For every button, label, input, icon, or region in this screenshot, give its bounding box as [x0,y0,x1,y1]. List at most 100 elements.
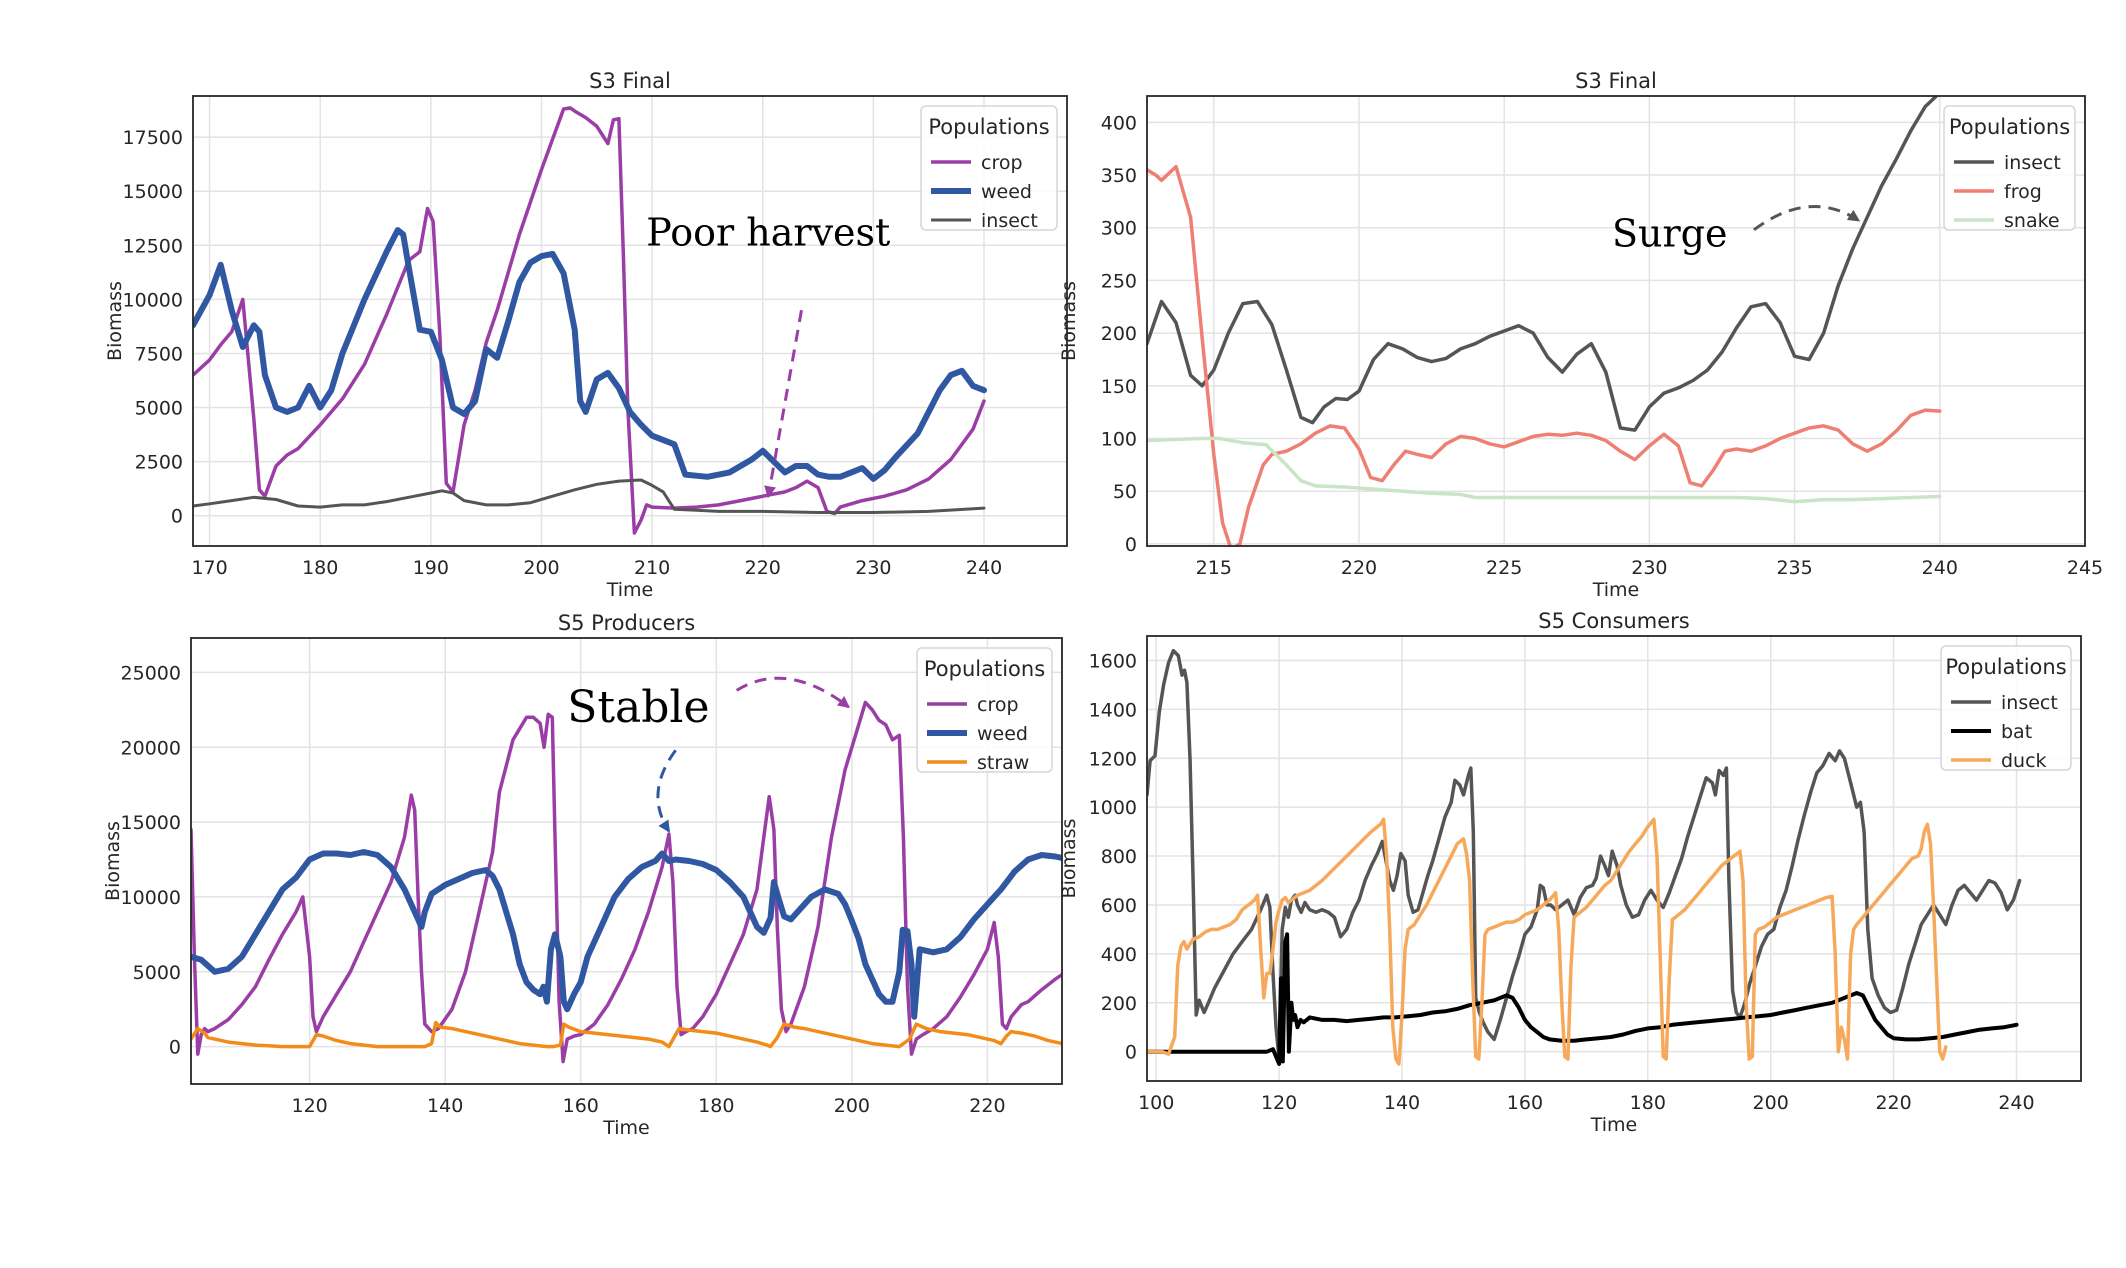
x-tick-label: 160 [563,1095,599,1117]
legend-entry-snake: snake [2004,210,2060,232]
annotation-text: Stable [567,682,709,733]
x-tick-label: 230 [855,557,891,579]
chart-panel-3: 120 140 160 180 200 220 0 5000 10000 15000 20000 25… [102,611,1063,1139]
y-tick-label: 200 [1101,993,1137,1015]
y-tick-label: 0 [1125,534,1137,556]
x-tick-label: 230 [1631,557,1667,579]
y-tick-label: 600 [1101,895,1137,917]
plot-frame [190,637,1063,1085]
y-tick-label: 5000 [135,398,183,420]
x-tick-label: 160 [1507,1092,1543,1114]
y-axis-label: Biomass [1058,819,1080,899]
x-tick-label: 200 [834,1095,870,1117]
annotation-arrow [656,749,677,833]
x-tick-label: 200 [523,557,559,579]
x-tick-label: 120 [291,1095,327,1117]
chart-panel-2: 215 220 225 230 235 240 245 0 50 100 150 200 250 300 3… [1058,69,2103,601]
x-tick-label: 140 [1384,1092,1420,1114]
y-tick-label: 12500 [123,235,183,257]
x-tick-label: 240 [1998,1092,2034,1114]
series-line-crop [191,700,1062,1064]
x-tick-label: 220 [969,1095,1005,1117]
y-tick-label: 100 [1101,429,1137,451]
series-group [191,700,1062,1064]
y-axis-label: Biomass [104,281,126,361]
x-tick-label: 170 [191,557,227,579]
legend-entry-duck: duck [2001,750,2047,772]
annotation-arrow [735,676,851,709]
x-tick-label: 180 [302,557,338,579]
y-tick-label: 400 [1101,944,1137,966]
chart-panel-1: 170 180 190 200 210 220 230 240 0 2500 5000 7500 100… [104,69,1068,601]
x-axis-label: Time [606,579,654,601]
x-tick-label: 190 [413,557,449,579]
legend: Populations crop weed straw [916,647,1053,774]
y-tick-label: 25000 [121,662,181,684]
chart-panel-4: 100 120 140 160 180 200 220 240 0 200 400 600 800 100… [1058,609,2082,1136]
x-axis-label: Time [1592,579,1640,601]
x-tick-label: 210 [634,557,670,579]
series-line-snake [1147,436,1942,504]
x-axis-label: Time [1590,1114,1638,1136]
series-line-straw [191,1020,1062,1049]
legend-entry-crop: crop [981,152,1023,174]
y-tick-label: 800 [1101,846,1137,868]
legend-entry-crop: crop [977,694,1019,716]
series-line-insect [193,478,986,514]
x-tick-label: 245 [2067,557,2103,579]
x-tick-label: 220 [1341,557,1377,579]
y-axis-label: Biomass [1058,281,1080,361]
y-tick-label: 250 [1101,270,1137,292]
plot-frame [1146,95,2086,547]
annotation-arrow [1753,205,1861,232]
legend-title: Populations [924,657,1045,681]
x-tick-label: 100 [1138,1092,1174,1114]
x-tick-label: 220 [1875,1092,1911,1114]
x-tick-label: 225 [1486,557,1522,579]
y-tick-label: 400 [1101,112,1137,134]
y-tick-label: 350 [1101,165,1137,187]
y-tick-label: 2500 [135,452,183,474]
x-tick-label: 240 [1922,557,1958,579]
legend-entry-insect: insect [981,210,1038,232]
y-axis-label: Biomass [102,821,124,901]
series-line-insect [1147,96,1939,432]
legend-entry-insect: insect [2004,152,2061,174]
y-tick-label: 15000 [121,812,181,834]
legend: Populations insect frog snake [1943,105,2076,232]
legend-box [920,105,1058,231]
series-line-frog [1147,164,1942,546]
x-tick-label: 120 [1261,1092,1297,1114]
series-group [193,106,987,535]
legend-title: Populations [928,115,1049,139]
series-line-duck [1147,817,1948,1066]
x-tick-label: 215 [1196,557,1232,579]
series-line-weed [191,849,1062,1020]
y-tick-label: 1600 [1089,650,1137,672]
annotation-text: Poor harvest [646,210,890,254]
chart-title: S5 Consumers [1538,609,1689,633]
series-line-weed [193,227,987,482]
x-axis-label: Time [602,1117,650,1139]
x-tick-label: 220 [745,557,781,579]
y-tick-label: 50 [1113,481,1137,503]
y-tick-label: 0 [171,506,183,528]
y-tick-label: 17500 [123,127,183,149]
y-tick-label: 20000 [121,737,181,759]
series-group [1147,96,1942,546]
x-tick-label: 180 [698,1095,734,1117]
y-tick-label: 1200 [1089,748,1137,770]
y-tick-label: 10000 [123,289,183,311]
legend-box [1943,105,2076,231]
chart-title: S3 Final [589,69,671,93]
chart-title: S3 Final [1575,69,1657,93]
legend-entry-weed: weed [977,723,1028,745]
legend-title: Populations [1945,655,2066,679]
legend-entry-straw: straw [977,752,1029,774]
y-tick-label: 7500 [135,343,183,365]
x-tick-label: 180 [1630,1092,1666,1114]
y-tick-label: 5000 [133,962,181,984]
legend-entry-bat: bat [2001,721,2032,743]
plot-frame [1146,635,2082,1082]
